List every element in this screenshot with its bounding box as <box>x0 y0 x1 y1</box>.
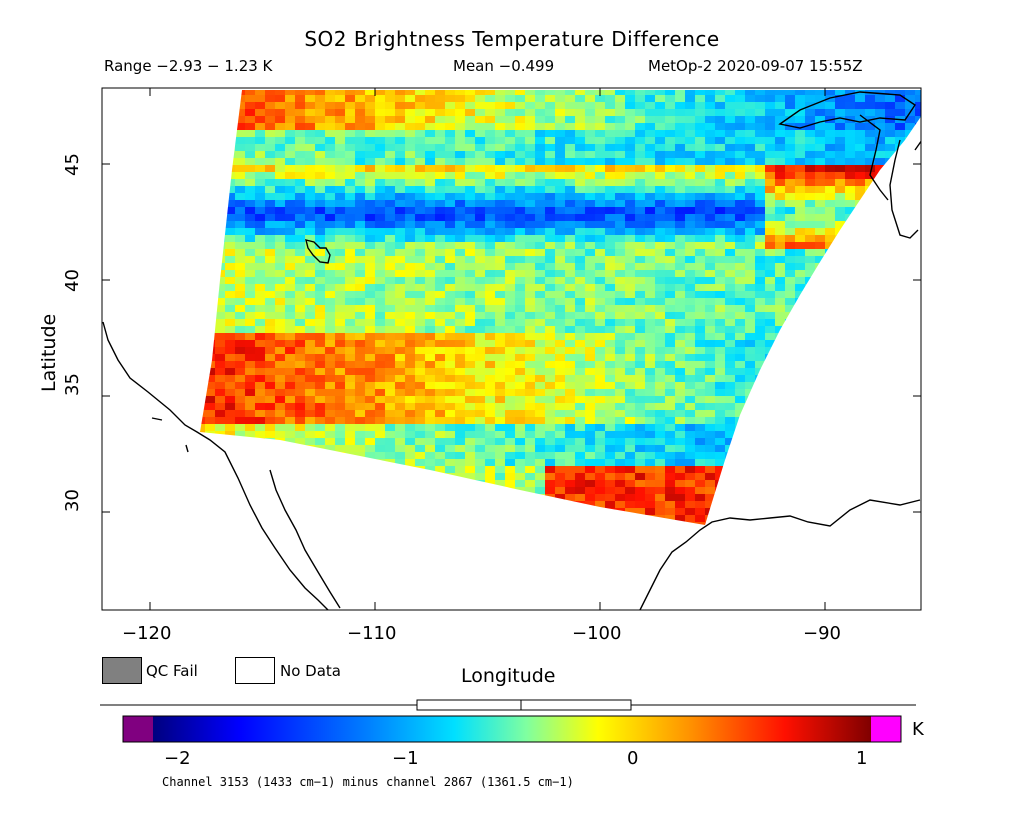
colorbar-tick-label: 1 <box>856 748 868 769</box>
x-tick-label: −100 <box>572 623 622 644</box>
plot-frame <box>101 87 922 611</box>
colorbar-unit: K <box>912 719 924 740</box>
colorbar-gradient <box>153 716 871 742</box>
no-data-swatch <box>235 657 275 684</box>
satellite-time-readout: MetOp-2 2020-09-07 15:55Z <box>648 57 863 75</box>
y-tick-label: 35 <box>62 373 83 396</box>
page-title: SO2 Brightness Temperature Difference <box>304 27 720 51</box>
no-data-label: No Data <box>280 662 341 680</box>
colorbar-tick-label: −2 <box>164 748 191 769</box>
qc-fail-swatch <box>102 657 142 684</box>
coastlines <box>102 91 921 610</box>
colorbar-tick-label: −1 <box>392 748 419 769</box>
range-readout: Range −2.93 − 1.23 K <box>104 57 273 75</box>
x-tick-label: −90 <box>803 623 841 644</box>
y-axis-label: Latitude <box>38 313 60 392</box>
y-tick-label: 40 <box>62 269 83 292</box>
y-tick-label: 45 <box>62 153 83 176</box>
axis-ticks <box>102 88 921 610</box>
x-axis-label: Longitude <box>461 665 556 687</box>
x-tick-label: −110 <box>347 623 397 644</box>
colorbar-low-range <box>123 716 153 742</box>
mean-readout: Mean −0.499 <box>453 57 555 75</box>
colorbar-tick-label: 0 <box>627 748 639 769</box>
swath-data-field <box>200 90 921 525</box>
x-tick-label: −120 <box>122 623 172 644</box>
colorbar-high-range <box>871 716 901 742</box>
y-tick-label: 30 <box>62 489 83 512</box>
boxplot-box <box>416 699 632 711</box>
colorbar-frame <box>122 715 902 743</box>
qc-fail-label: QC Fail <box>146 662 198 680</box>
channel-footnote: Channel 3153 (1433 cm−1) minus channel 2… <box>162 775 574 789</box>
